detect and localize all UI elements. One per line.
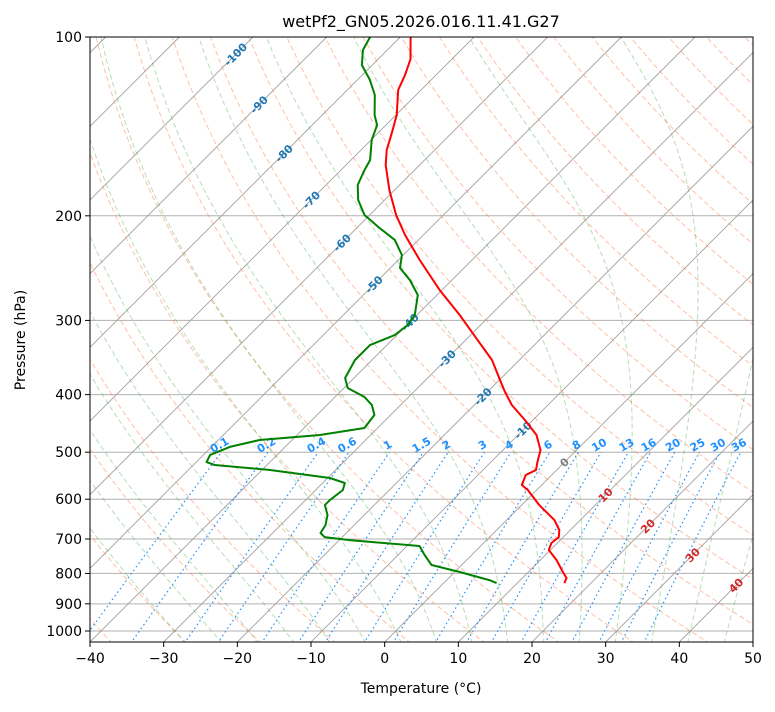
dry-adiabat-line (363, 37, 775, 644)
y-tick-label: 700 (55, 532, 82, 548)
dry-adiabat-line (20, 37, 412, 644)
y-tick-label: 800 (55, 566, 82, 582)
moist-adiabat-line (32, 37, 366, 644)
isotherm-label: -50 (363, 273, 386, 296)
isotherm-label: -10 (512, 419, 535, 442)
dewpoint-profile-line (207, 37, 497, 583)
y-tick-label: 600 (55, 492, 82, 508)
x-tick-label: 20 (523, 651, 541, 667)
mixing-ratio-line (571, 452, 675, 643)
isotherm-label: 40 (726, 576, 746, 596)
mixing-ratio-line (261, 452, 389, 643)
mixing-ratio-line (466, 452, 579, 643)
dry-adiabat-line (554, 37, 775, 644)
dry-adiabat-line (592, 37, 775, 644)
mixing-ratio-line (217, 452, 349, 643)
mixing-ratio-label: 4 (503, 437, 516, 452)
y-axis-label: Pressure (hPa) (13, 290, 29, 390)
isotherm-label: 30 (683, 545, 703, 565)
mixing-ratio-line (325, 452, 449, 643)
isotherm-line (751, 37, 775, 644)
dry-adiabat-line (134, 37, 635, 644)
moist-adiabat-line (724, 37, 775, 644)
isotherm-label: -70 (300, 188, 323, 211)
dry-adiabat-line (439, 37, 775, 644)
isotherm-line (383, 37, 775, 644)
x-tick-label: 40 (670, 651, 688, 667)
dry-adiabat-line (516, 37, 775, 644)
y-tick-label: 200 (55, 209, 82, 225)
x-tick-label: 0 (380, 651, 389, 667)
isotherm-line (0, 37, 253, 644)
y-tick-label: 1000 (46, 624, 82, 640)
y-tick-label: 300 (55, 313, 82, 329)
moist-adiabat-line (266, 37, 543, 644)
dry-adiabat-line (478, 37, 775, 644)
isotherm-line (0, 37, 400, 644)
isotherm-line (530, 37, 775, 644)
dry-adiabat-line (0, 37, 262, 644)
mixing-ratio-label: 6 (541, 437, 554, 452)
moist-adiabat-line (64, 37, 401, 644)
moist-adiabat-line (101, 37, 437, 644)
isotherm-label: -30 (436, 347, 459, 370)
mixing-ratio-line (435, 452, 550, 643)
isotherm-label: 20 (638, 516, 658, 536)
y-tick-label: 400 (55, 388, 82, 404)
isotherm-label: -80 (273, 142, 296, 165)
y-tick-label: 100 (55, 30, 82, 46)
dry-adiabat-line (0, 37, 337, 644)
moist-adiabat-line (5, 37, 331, 644)
x-tick-label: 50 (744, 651, 762, 667)
mixing-ratio-line (598, 452, 699, 643)
isotherm-label: -100 (222, 40, 251, 69)
x-tick-label: −30 (149, 651, 179, 667)
dry-adiabat-line (58, 37, 486, 644)
mixing-ratio-line (621, 452, 720, 643)
isotherm-line (0, 37, 327, 644)
x-tick-label: 10 (449, 651, 467, 667)
x-axis-label: Temperature (°C) (360, 681, 482, 697)
chart-title: wetPf2_GN05.2026.016.11.41.G27 (282, 12, 560, 32)
isotherm-label: -60 (331, 231, 354, 254)
isotherm-label: 0 (557, 455, 572, 470)
mixing-ratio-label: 2 (440, 438, 453, 453)
isotherm-line (88, 37, 695, 644)
mixing-ratio-line (393, 452, 511, 643)
moist-adiabat-line (0, 37, 259, 644)
y-tick-label: 900 (55, 597, 82, 613)
x-tick-label: −10 (296, 651, 326, 667)
isotherm-line (162, 37, 769, 644)
isotherm-line (457, 37, 775, 644)
dry-adiabat-line (668, 37, 775, 644)
isotherm-line (0, 37, 474, 644)
mixing-ratio-line (80, 452, 221, 643)
mixing-ratio-label: 3 (476, 438, 489, 453)
dry-adiabat-line (745, 37, 775, 644)
x-tick-label: −20 (223, 651, 253, 667)
x-tick-label: 30 (597, 651, 615, 667)
isotherm-label: -20 (472, 385, 495, 408)
x-tick-label: −40 (75, 651, 105, 667)
isotherm-label: -90 (248, 93, 271, 116)
mixing-ratio-label: 1 (381, 438, 394, 453)
dry-adiabat-line (707, 37, 775, 644)
y-tick-label: 500 (55, 445, 82, 461)
isotherm-label: 10 (596, 485, 616, 505)
